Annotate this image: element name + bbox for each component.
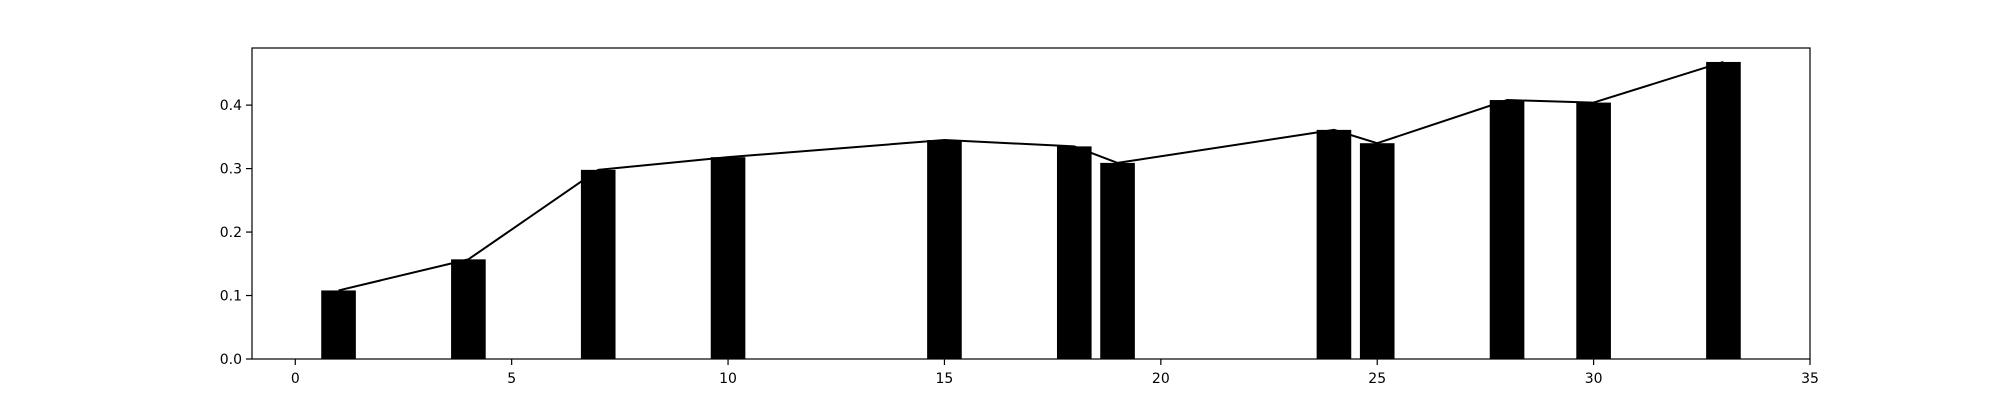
y-tick-label: 0.3 (220, 162, 242, 178)
bar (710, 157, 746, 359)
bar (1316, 129, 1352, 359)
bar (1706, 61, 1741, 360)
y-tick-label: 0.0 (220, 352, 242, 368)
bar (1359, 143, 1395, 359)
bar (1056, 146, 1092, 359)
x-tick-label: 10 (719, 371, 737, 387)
y-tick-label: 0.4 (220, 98, 242, 114)
series-line (338, 61, 1724, 292)
plot-area (251, 47, 1811, 360)
bar (1489, 100, 1525, 359)
bar (451, 259, 486, 359)
x-tick-label: 5 (507, 371, 516, 387)
x-tick-label: 35 (1801, 371, 1819, 387)
bar (1576, 102, 1611, 359)
x-tick-label: 30 (1585, 371, 1603, 387)
y-tick-label: 0.1 (220, 289, 242, 305)
bar (1100, 162, 1135, 359)
axes-frame (251, 47, 1811, 360)
bar (927, 140, 962, 359)
x-tick-label: 0 (291, 371, 300, 387)
bars-group (321, 61, 1741, 360)
y-axis: 0.0 0.1 0.2 0.3 0.4 (220, 98, 252, 368)
x-tick-label: 20 (1152, 371, 1170, 387)
x-axis: 0 5 10 15 20 25 30 35 (291, 359, 1819, 387)
x-tick-label: 15 (936, 371, 954, 387)
bar (580, 169, 616, 359)
y-tick-label: 0.2 (220, 225, 242, 241)
bar (321, 290, 356, 359)
x-tick-label: 25 (1368, 371, 1386, 387)
